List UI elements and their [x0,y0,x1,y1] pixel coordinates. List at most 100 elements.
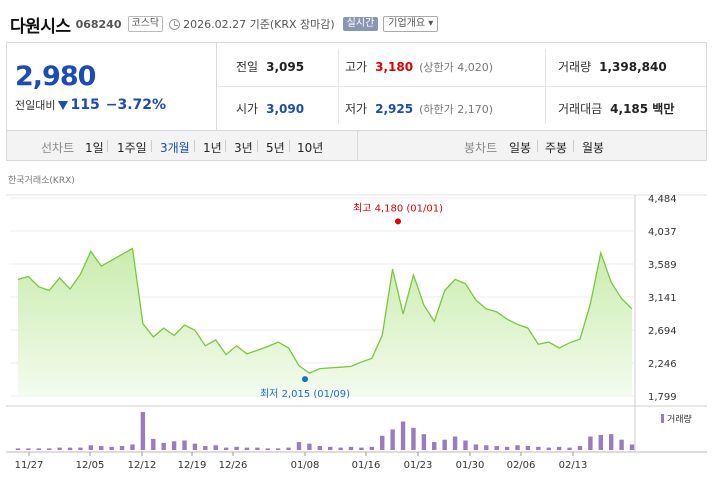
realtime-button[interactable]: 실시간 [342,17,379,31]
candle-chart-label: 봉차트 [464,141,498,155]
volume-bar [109,446,114,450]
volume-bar [494,446,499,450]
volume-bar [442,439,447,450]
separator [257,140,258,152]
volume-bar [411,427,416,450]
quote-summary: 2,980 전일대비 115 −3.72% 전일 3,095 고가 3,180 … [6,42,707,131]
x-tick-label: 12/19 [178,460,207,471]
volume-bar [432,442,437,450]
volume-bar [348,446,354,450]
quote-date: 2026.02.27 기준(KRX 장마감) [183,18,335,31]
volume-bar [619,439,624,450]
volume-bar [171,441,177,450]
separator [194,140,195,152]
period-3y[interactable]: 3년 [234,141,253,155]
candle-daily[interactable]: 일봉 [509,141,532,155]
separator [151,140,152,152]
y-tick-label: 2,246 [648,359,677,370]
period-1d[interactable]: 1일 [85,141,104,155]
min-marker [302,376,308,383]
volume-bar [473,444,479,450]
period-bar: 선차트 1일 1주일 3개월 1년 3년 5년 10년 봉차트 일봉 주봉 월봉 [6,131,707,161]
stat-value: 4,185 백만 [610,102,675,116]
x-tick-label: 01/16 [352,460,381,471]
separator [537,140,538,152]
volume-bar [359,447,364,450]
period-5y[interactable]: 5년 [266,141,285,155]
period-10y[interactable]: 10년 [297,141,324,155]
volume-bar [307,443,312,450]
volume-bar [130,444,135,450]
change-percent: −3.72% [105,97,167,113]
col-divider [338,49,339,124]
volume-bar [452,436,458,450]
stat-value: 3,095 [266,60,305,74]
volume-bar [234,446,239,450]
volume-bar [88,445,94,450]
candle-weekly[interactable]: 주봉 [545,141,568,155]
stat-label: 전일 [236,60,259,74]
volume-bar [463,440,468,450]
period-1w[interactable]: 1주일 [117,141,147,155]
x-tick-label: 01/30 [456,460,485,471]
candle-monthly[interactable]: 월봉 [582,141,605,155]
stat-high: 고가 3,180 (상한가 4,020) [345,58,493,75]
volume-bar [99,446,104,450]
period-1y[interactable]: 1년 [203,141,222,155]
volume-bar [608,434,614,450]
volume-bar [588,436,593,450]
volume-bar [36,448,42,450]
x-tick-label: 12/26 [219,460,248,471]
volume-bar [567,447,572,450]
volume-bar [390,429,395,450]
volume-bar [47,448,52,450]
volume-bar [265,448,270,450]
volume-bar [57,447,62,450]
max-marker [395,218,401,225]
volume-bar [203,446,208,450]
volume-bar [182,440,187,450]
min-annotation: 최저 2,015 (01/09) [260,388,350,400]
volume-bar [317,446,322,450]
volume-bar [328,446,333,450]
x-tick-label: 02/06 [507,460,536,471]
current-price: 2,980 [15,61,96,92]
price-panel: 2,980 전일대비 115 −3.72% [7,43,217,130]
volume-bar [598,434,603,450]
volume-bar [484,445,489,450]
volume-bar [223,447,229,450]
stat-value: 3,180 [375,60,414,74]
stat-amount: 거래대금 4,185 백만 [558,100,674,117]
stat-value: 1,398,840 [599,60,667,74]
y-tick-label: 3,141 [648,293,677,304]
x-tick-label: 12/12 [128,460,157,471]
stat-label: 시가 [236,102,259,116]
volume-legend-swatch [661,414,664,423]
y-tick-label: 2,694 [648,326,677,337]
max-annotation: 최고 4,180 (01/01) [353,202,443,214]
period-3m[interactable]: 3개월 [160,141,190,155]
separator [289,140,290,152]
volume-bar [515,445,520,450]
volume-bar [546,447,551,450]
price-line [17,247,633,374]
y-tick-label: 4,037 [648,227,677,238]
col-divider [545,49,546,124]
volume-bar [192,443,198,450]
volume-bar [629,444,635,450]
price-area [18,248,632,396]
stat-low: 저가 2,925 (하한가 2,170) [345,100,493,117]
volume-bar [213,445,218,450]
company-overview-dropdown[interactable]: 기업개요 ▾ [383,16,439,32]
clock-icon [169,18,181,30]
stat-open: 시가 3,090 [236,100,304,117]
stock-code: 068240 [75,17,122,31]
volume-bar [525,446,531,450]
volume-bar [504,446,510,450]
row-divider [218,86,706,87]
upper-limit: (상한가 4,020) [419,61,493,74]
volume-bar [536,446,541,450]
y-tick-label: 3,589 [648,260,677,271]
x-tick-label: 12/05 [76,460,105,471]
separator [573,140,574,152]
